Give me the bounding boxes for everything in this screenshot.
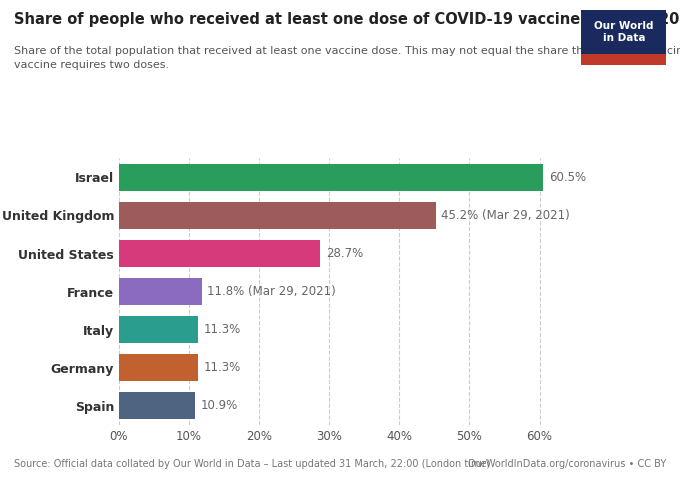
- Text: 60.5%: 60.5%: [549, 171, 585, 184]
- Text: Share of the total population that received at least one vaccine dose. This may : Share of the total population that recei…: [14, 46, 680, 70]
- Text: 11.3%: 11.3%: [204, 361, 241, 374]
- Text: Our World
in Data: Our World in Data: [594, 21, 653, 43]
- Bar: [119, 164, 543, 191]
- Bar: [119, 202, 436, 229]
- Bar: [119, 278, 202, 305]
- Text: OurWorldInData.org/coronavirus • CC BY: OurWorldInData.org/coronavirus • CC BY: [468, 459, 666, 469]
- Text: 11.8% (Mar 29, 2021): 11.8% (Mar 29, 2021): [207, 285, 336, 298]
- Text: 45.2% (Mar 29, 2021): 45.2% (Mar 29, 2021): [441, 209, 570, 222]
- Bar: [119, 240, 320, 267]
- Text: 28.7%: 28.7%: [326, 247, 363, 260]
- Text: Source: Official data collated by Our World in Data – Last updated 31 March, 22:: Source: Official data collated by Our Wo…: [14, 459, 490, 469]
- Text: Share of people who received at least one dose of COVID-19 vaccine, Mar 30, 2021: Share of people who received at least on…: [14, 12, 680, 27]
- Text: 11.3%: 11.3%: [204, 323, 241, 336]
- Bar: [119, 392, 195, 420]
- Text: 10.9%: 10.9%: [201, 399, 238, 412]
- Bar: [119, 316, 198, 343]
- Bar: [119, 354, 198, 382]
